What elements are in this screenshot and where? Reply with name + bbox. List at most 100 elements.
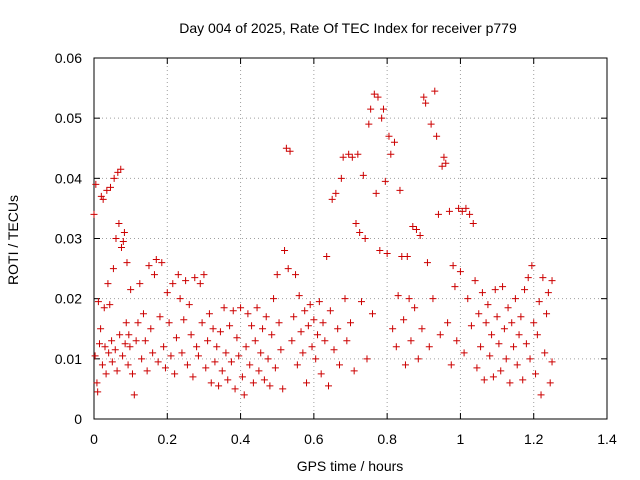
data-point: [532, 370, 540, 378]
data-point: [425, 343, 433, 351]
data-point: [480, 376, 488, 384]
data-point: [405, 295, 413, 303]
data-point: [499, 283, 507, 291]
data-point: [171, 370, 179, 378]
data-point: [163, 289, 171, 297]
chart-title: Day 004 of 2025, Rate Of TEC Index for r…: [179, 20, 517, 36]
data-point: [193, 343, 201, 351]
data-point: [401, 361, 409, 369]
data-point: [211, 358, 219, 366]
data-point: [141, 337, 149, 345]
data-point: [259, 325, 267, 333]
data-point: [126, 343, 134, 351]
data-point: [456, 268, 464, 276]
data-point: [513, 361, 521, 369]
data-point: [325, 382, 333, 390]
data-point: [120, 228, 128, 236]
data-point: [543, 310, 551, 318]
data-point: [464, 295, 472, 303]
data-point: [356, 228, 364, 236]
data-point: [167, 352, 175, 360]
data-point: [312, 355, 320, 363]
data-point: [394, 292, 402, 300]
data-point: [422, 99, 430, 107]
data-point: [458, 207, 466, 215]
data-point: [447, 361, 455, 369]
plot-frame: [93, 57, 608, 420]
data-point: [227, 358, 235, 366]
tick-labels: 0 0.2 0.4 0.6 0.8 1 1.2 1.4 0 0.01 0.02 0.03 0.04 0.0…: [55, 50, 617, 447]
x-tick-label: 0.2: [158, 431, 178, 447]
data-point: [156, 313, 164, 321]
data-point: [359, 171, 367, 179]
data-point: [389, 325, 397, 333]
data-point: [205, 310, 213, 318]
data-point: [392, 343, 400, 351]
data-point: [134, 319, 142, 327]
data-point: [270, 295, 278, 303]
data-point: [517, 313, 525, 321]
data-point: [242, 343, 250, 351]
data-point: [381, 177, 389, 185]
data-point: [416, 231, 424, 239]
data-point: [334, 325, 342, 333]
data-point: [213, 343, 221, 351]
data-point: [403, 253, 411, 261]
data-point: [396, 186, 404, 194]
data-point: [143, 367, 151, 375]
data-point: [482, 319, 490, 327]
data-point: [200, 271, 208, 279]
data-point: [519, 376, 527, 384]
data-point: [277, 346, 285, 354]
data-point: [533, 331, 541, 339]
data-point: [262, 313, 270, 321]
data-point: [196, 280, 204, 288]
data-point: [478, 289, 486, 297]
data-point: [383, 250, 391, 258]
data-point: [297, 328, 305, 336]
data-point: [400, 316, 408, 324]
data-point: [303, 379, 311, 387]
data-point: [467, 322, 475, 330]
data-point: [154, 358, 162, 366]
data-point: [506, 379, 514, 387]
data-point: [100, 304, 108, 312]
data-point: [352, 219, 360, 227]
data-point: [172, 334, 180, 342]
data-point: [98, 361, 106, 369]
data-point: [317, 370, 325, 378]
data-point: [198, 319, 206, 327]
data-point: [299, 349, 307, 357]
data-point: [240, 391, 248, 399]
data-point: [105, 349, 113, 357]
data-point: [328, 195, 336, 203]
data-point: [116, 331, 124, 339]
data-point: [97, 192, 105, 200]
data-point: [429, 295, 437, 303]
data-point: [178, 349, 186, 357]
data-point: [423, 259, 431, 267]
data-point: [488, 331, 496, 339]
data-point: [489, 373, 497, 381]
data-point: [117, 244, 125, 252]
data-point: [125, 331, 133, 339]
data-point: [337, 174, 345, 182]
data-point: [330, 346, 338, 354]
data-point: [515, 331, 523, 339]
data-point: [544, 289, 552, 297]
data-point: [445, 207, 453, 215]
data-point: [94, 298, 102, 306]
data-point: [321, 337, 329, 345]
data-point: [202, 364, 210, 372]
data-point: [253, 304, 261, 312]
data-point: [511, 295, 519, 303]
data-point: [180, 316, 188, 324]
data-point: [418, 325, 426, 333]
data-point: [379, 105, 387, 113]
data-point: [530, 319, 538, 327]
x-axis-label: GPS time / hours: [297, 458, 404, 474]
data-point: [169, 280, 177, 288]
data-point: [504, 304, 512, 312]
data-point: [484, 301, 492, 309]
data-point: [372, 189, 380, 197]
